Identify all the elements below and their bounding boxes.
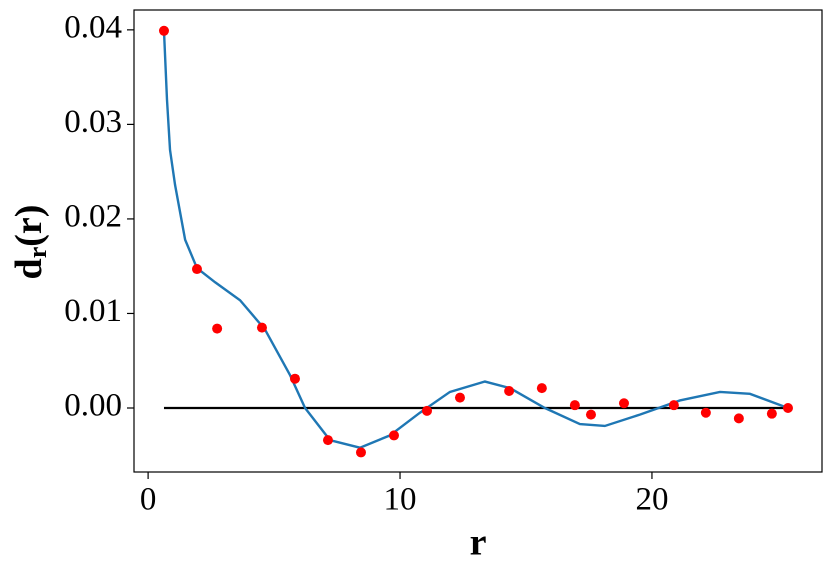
plot-frame [133, 9, 823, 473]
x-tick-label: 0 [140, 482, 157, 518]
data-point [212, 323, 223, 334]
data-point [421, 405, 432, 416]
y-tick-label: 0.04 [64, 9, 122, 45]
y-label-main: d [8, 258, 50, 279]
data-point [585, 409, 596, 420]
data-point [569, 400, 580, 411]
x-axis-label: r [470, 522, 487, 564]
data-point [504, 385, 515, 396]
data-point [256, 322, 267, 333]
data-point [618, 398, 629, 409]
data-point [733, 413, 744, 424]
data-point [289, 373, 300, 384]
y-label-sub: r [23, 247, 52, 259]
data-point [536, 383, 547, 394]
y-tick-label: 0.00 [64, 388, 122, 424]
y-tick-label: 0.01 [64, 293, 122, 329]
y-tick-label: 0.03 [64, 104, 122, 140]
data-point [782, 402, 793, 413]
data-point [322, 435, 333, 446]
y-label-rest: (r) [8, 205, 50, 247]
fit-curve [162, 30, 789, 449]
x-tick-label: 10 [384, 482, 417, 518]
data-point [454, 392, 465, 403]
data-point [766, 408, 777, 419]
data-point [158, 25, 169, 36]
y-axis-label: dr(r) [8, 205, 52, 280]
data-point [355, 447, 366, 458]
x-tick-label: 20 [635, 482, 668, 518]
data-point [668, 400, 679, 411]
data-point [191, 264, 202, 275]
data-point [388, 430, 399, 441]
y-tick-label: 0.02 [64, 199, 122, 235]
data-point [700, 407, 711, 418]
